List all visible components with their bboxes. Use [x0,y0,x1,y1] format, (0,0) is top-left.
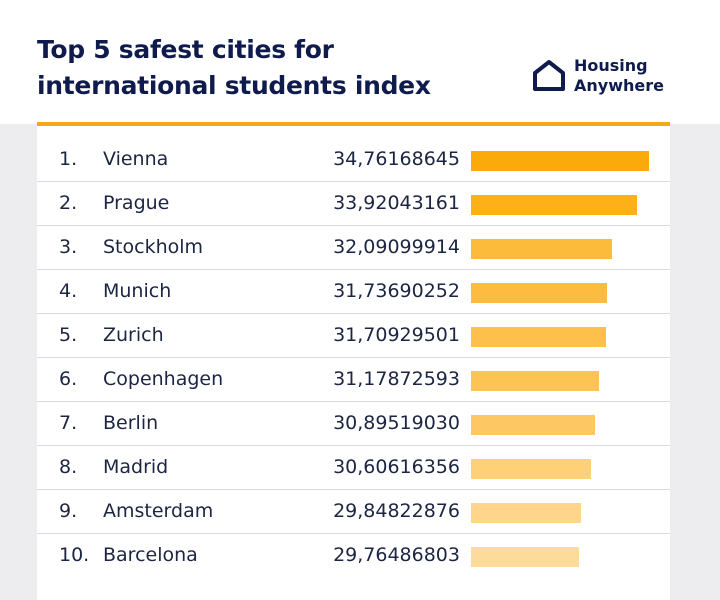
value-label: 31,17872593 [333,368,460,390]
value-label: 33,92043161 [333,192,460,214]
city-label: Copenhagen [103,368,224,390]
city-label: Munich [103,280,172,302]
value-label: 29,76486803 [333,544,460,566]
table-row: 9. Amsterdam 29,84822876 [37,490,670,534]
value-label: 32,09099914 [333,236,460,258]
logo-text-line-1: Housing [574,56,648,75]
rank-label: 6. [59,368,78,390]
value-label: 30,60616356 [333,456,460,478]
bar [471,239,612,259]
city-label: Zurich [103,324,164,346]
rank-label: 4. [59,280,78,302]
header: Top 5 safest cities for international st… [0,0,720,124]
bar [471,283,607,303]
header-divider [37,122,670,126]
bar [471,459,591,479]
logo-text: Housing Anywhere [574,56,664,96]
city-label: Stockholm [103,236,204,258]
table-row: 10. Barcelona 29,76486803 [37,534,670,577]
ranking-table: 1. Vienna 34,76168645 2. Prague 33,92043161 3.… [37,138,670,577]
city-label: Vienna [103,148,169,170]
table-row: 6. Copenhagen 31,17872593 [37,358,670,402]
rank-label: 8. [59,456,78,478]
rank-label: 1. [59,148,78,170]
value-label: 30,89519030 [333,412,460,434]
bar [471,547,580,567]
bar [471,151,649,171]
value-label: 29,84822876 [333,500,460,522]
bar [471,327,607,347]
bar [471,195,638,215]
rank-label: 10. [59,544,90,566]
table-row: 4. Munich 31,73690252 [37,270,670,314]
city-label: Berlin [103,412,159,434]
house-icon [533,60,565,91]
rank-label: 7. [59,412,78,434]
city-label: Prague [103,192,170,214]
rank-label: 2. [59,192,78,214]
table-row: 7. Berlin 30,89519030 [37,402,670,446]
table-row: 8. Madrid 30,60616356 [37,446,670,490]
table-row: 2. Prague 33,92043161 [37,182,670,226]
bar [471,503,581,523]
city-label: Barcelona [103,544,198,566]
rank-label: 3. [59,236,78,258]
table-row: 1. Vienna 34,76168645 [37,138,670,182]
value-label: 31,73690252 [333,280,460,302]
value-label: 34,76168645 [333,148,460,170]
logo-text-line-2: Anywhere [574,76,664,95]
city-label: Madrid [103,456,169,478]
city-label: Amsterdam [103,500,214,522]
bar [471,371,599,391]
table-row: 3. Stockholm 32,09099914 [37,226,670,270]
chart-title-line-2: international students index [37,71,431,100]
chart-title: Top 5 safest cities for international st… [37,32,431,104]
rank-label: 9. [59,500,78,522]
bar [471,415,596,435]
value-label: 31,70929501 [333,324,460,346]
table-row: 5. Zurich 31,70929501 [37,314,670,358]
chart-title-line-1: Top 5 safest cities for [37,35,334,64]
rank-label: 5. [59,324,78,346]
housing-anywhere-logo: Housing Anywhere [532,56,677,100]
